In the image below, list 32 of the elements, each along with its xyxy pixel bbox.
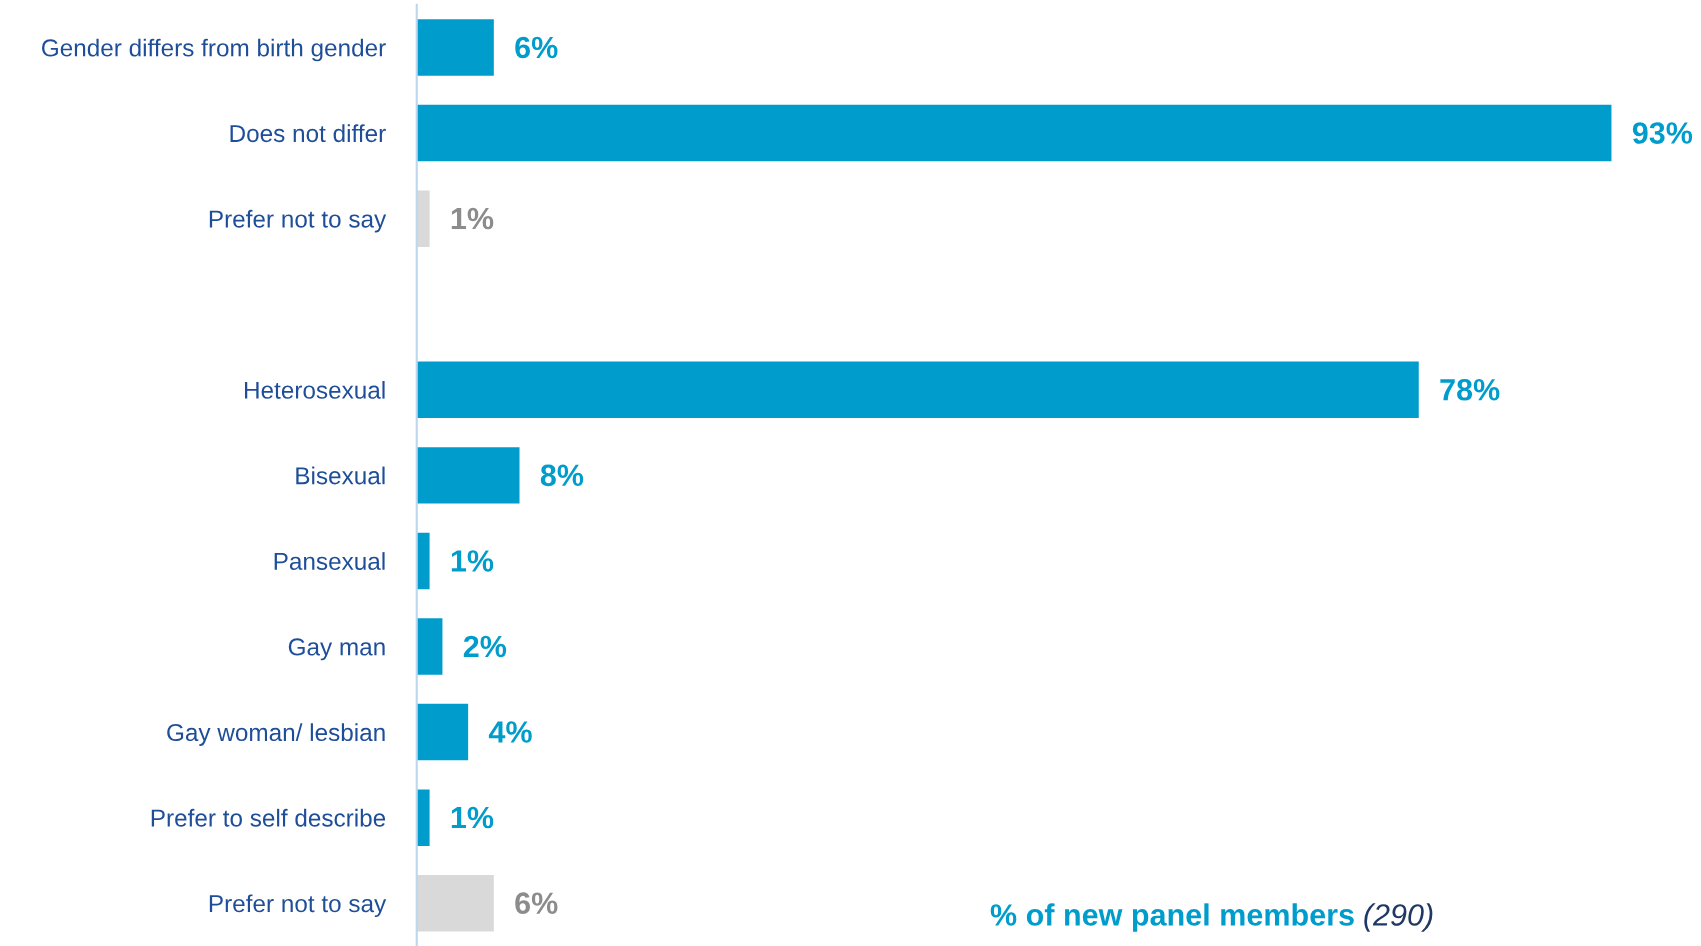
data-label: 2% [463,635,507,658]
data-label: 1% [451,806,494,829]
data-label: 1% [451,550,494,572]
data-label: 8% [540,464,584,487]
data-label: 1% [451,207,494,230]
bar [416,618,443,675]
bar [416,19,494,76]
y-tick-label: Prefer not to say [209,894,387,918]
bar [416,361,1419,419]
y-tick-label: Gay man [288,638,385,661]
annotation: % of new panel members [990,903,1354,932]
annotation: (290) [1364,903,1433,932]
data-label: 78% [1440,378,1500,401]
data-label: 93% [1632,122,1693,144]
bar [416,703,469,761]
data-label: 6% [515,892,558,914]
bar [416,532,430,590]
y-tick-label: Prefer not to say [209,209,387,233]
bar [416,874,494,932]
y-tick-label: Bisexual [296,466,385,485]
bar [416,104,1612,162]
y-tick-label: Pansexual [274,552,385,570]
y-tick-label: Heterosexual [244,380,385,399]
data-label: 6% [515,36,558,59]
bar [416,447,520,504]
bar [416,789,430,846]
y-tick-label: Prefer to self describe [151,808,386,827]
y-tick-label: Gender differs from birth gender [42,38,386,62]
y-tick-label: Does not differ [230,124,386,143]
y-tick-label: Gay woman/ lesbian [167,723,385,746]
data-label: 4% [488,721,532,743]
bar [416,190,430,247]
